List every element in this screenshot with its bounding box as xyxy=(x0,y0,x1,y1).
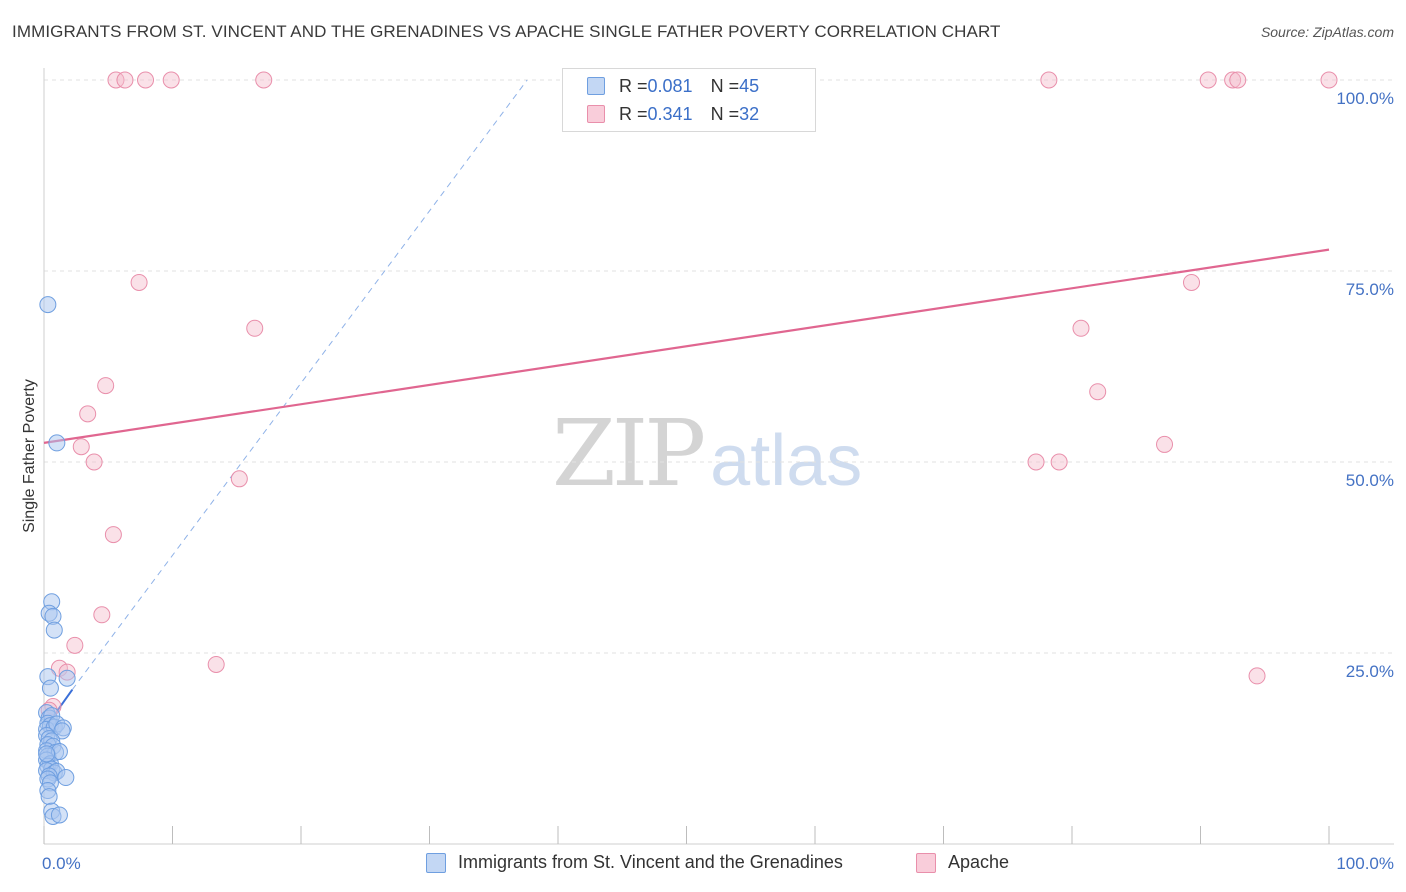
data-point-apache xyxy=(1229,71,1247,89)
data-point-immigrants xyxy=(45,621,63,639)
data-point-apache xyxy=(162,71,180,89)
x-tick-label: 0.0% xyxy=(42,854,81,873)
y-tick-label: 25.0% xyxy=(1346,662,1394,681)
data-point-apache xyxy=(255,71,273,89)
data-point-apache xyxy=(1027,453,1045,471)
y-tick-label: 100.0% xyxy=(1336,89,1394,108)
data-point-immigrants xyxy=(50,806,68,824)
data-point-apache xyxy=(1320,71,1338,89)
data-point-apache xyxy=(230,470,248,488)
data-point-apache xyxy=(246,319,264,337)
series-swatch-pink xyxy=(916,852,936,873)
legend-n-value: 32 xyxy=(739,103,760,124)
data-point-apache xyxy=(79,405,97,423)
data-point-apache xyxy=(107,71,125,89)
data-point-apache xyxy=(1224,71,1242,89)
data-point-apache xyxy=(1199,71,1217,89)
legend-n-label: N = xyxy=(710,75,740,96)
data-point-apache xyxy=(72,438,90,456)
legend-row-pink: R = 0.341 N = 32 xyxy=(587,102,759,126)
data-point-apache xyxy=(93,606,111,624)
legend-swatch-blue xyxy=(587,77,605,95)
x-tick-label: 100.0% xyxy=(1336,854,1394,873)
data-point-apache xyxy=(104,526,122,544)
legend-r-value: 0.081 xyxy=(647,75,693,96)
y-axis-label: Single Father Poverty xyxy=(21,379,38,533)
trendline-pink xyxy=(43,248,1330,444)
data-point-immigrants xyxy=(39,296,57,314)
chart-title: IMMIGRANTS FROM ST. VINCENT AND THE GREN… xyxy=(12,22,1001,41)
watermark: ZIP atlas xyxy=(552,400,862,507)
watermark-zip: ZIP xyxy=(552,400,706,507)
data-point-apache xyxy=(1183,273,1201,291)
legend-r-label: R = xyxy=(619,103,648,124)
data-point-apache xyxy=(1156,435,1174,453)
data-point-immigrants xyxy=(53,722,71,740)
legend-row-blue: R = 0.081 N = 45 xyxy=(587,74,759,98)
legend-n-label: N = xyxy=(710,103,740,124)
legend-n-value: 45 xyxy=(739,75,760,96)
data-point-immigrants xyxy=(40,788,58,806)
series-label: Apache xyxy=(948,852,1010,872)
legend-r-label: R = xyxy=(619,75,648,96)
data-point-apache xyxy=(1050,453,1068,471)
data-point-immigrants xyxy=(57,769,75,787)
series-legend: Immigrants from St. Vincent and the Gren… xyxy=(0,852,1406,876)
data-point-apache xyxy=(85,453,103,471)
data-point-apache xyxy=(207,655,225,673)
trendline-extension-blue xyxy=(71,79,528,690)
data-point-apache xyxy=(97,377,115,395)
data-point-apache xyxy=(1089,383,1107,401)
data-point-apache xyxy=(1072,319,1090,337)
data-point-immigrants xyxy=(41,679,59,697)
watermark-atlas: atlas xyxy=(710,421,863,501)
series-swatch-blue xyxy=(426,852,446,873)
data-point-immigrants xyxy=(48,434,66,452)
data-point-apache xyxy=(137,71,155,89)
correlation-legend: R = 0.081 N = 45 R = 0.341 N = 32 xyxy=(562,68,816,132)
data-point-apache xyxy=(1040,71,1058,89)
data-point-immigrants xyxy=(38,745,56,763)
data-point-apache xyxy=(130,273,148,291)
y-tick-label: 75.0% xyxy=(1346,280,1394,299)
series-legend-item-immigrants: Immigrants from St. Vincent and the Gren… xyxy=(426,852,843,873)
legend-swatch-pink xyxy=(587,105,605,123)
y-tick-label: 50.0% xyxy=(1346,471,1394,490)
series-legend-item-apache: Apache xyxy=(916,852,1009,873)
series-label: Immigrants from St. Vincent and the Gren… xyxy=(458,852,843,872)
data-point-apache xyxy=(1248,667,1266,685)
data-point-apache xyxy=(66,636,84,654)
data-point-immigrants xyxy=(58,669,76,687)
legend-r-value: 0.341 xyxy=(647,103,693,124)
data-point-apache xyxy=(116,71,134,89)
source-label: Source: ZipAtlas.com xyxy=(1260,24,1394,40)
